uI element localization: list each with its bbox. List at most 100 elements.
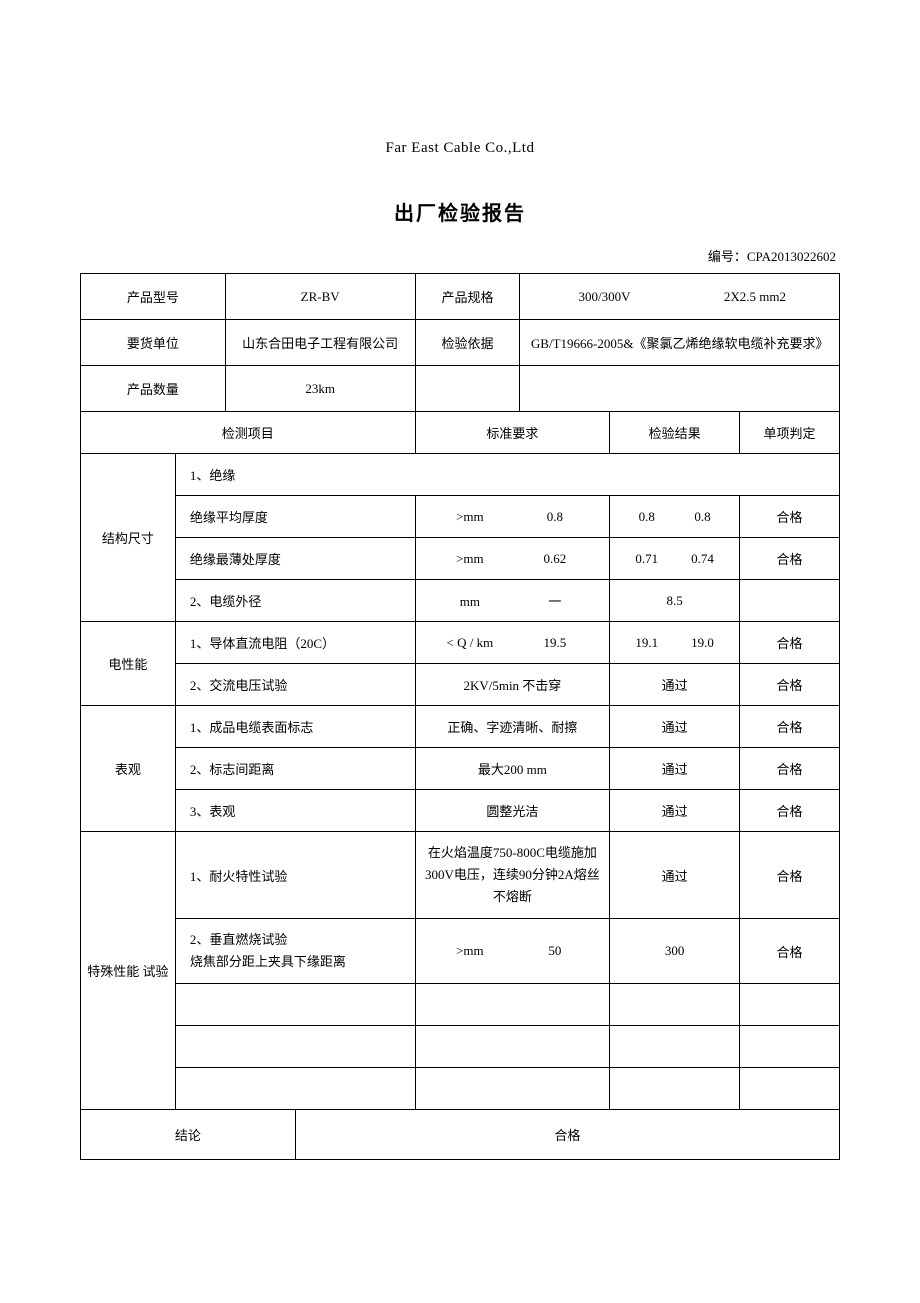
res-val: 0.8 — [620, 509, 673, 525]
res-val: 0.8 — [676, 509, 729, 525]
group-electrical: 电性能 — [81, 622, 176, 706]
item-label: 绝缘最薄处厚度 — [175, 538, 415, 580]
report-title: 出厂检验报告 — [80, 197, 840, 226]
spec-size: 2X2.5 mm2 — [681, 289, 828, 305]
table-row: 产品数量 23km — [81, 366, 840, 412]
result-cell: 8.5 — [610, 580, 740, 622]
empty-cell — [520, 366, 840, 412]
customer-value: 山东合田电子工程有限公司 — [225, 320, 415, 366]
result-cell: 通过 — [610, 664, 740, 706]
empty-cell — [415, 984, 610, 1026]
table-row: 2、电缆外径 mm 一 8.5 — [81, 580, 840, 622]
standard-cell: 在火焰温度750-800C电缆施加300V电压，连续90分钟2A熔丝不熔断 — [415, 832, 610, 919]
verdict-cell: 合格 — [740, 538, 840, 580]
std-val: 19.5 — [514, 635, 596, 651]
col-item: 检测项目 — [81, 412, 416, 454]
qty-value: 23km — [225, 366, 415, 412]
result-cell: 19.1 19.0 — [610, 622, 740, 664]
res-val: 19.1 — [620, 635, 673, 651]
std-unit: < Q / km — [429, 635, 511, 651]
standard-cell: 圆整光洁 — [415, 790, 610, 832]
group-structure: 结构尺寸 — [81, 454, 176, 622]
item-label: 1、耐火特性试验 — [175, 832, 415, 919]
item-label: 1、绝缘 — [175, 454, 839, 496]
item-label: 2、垂直燃烧试验 烧焦部分距上夹具下缘距离 — [175, 919, 415, 984]
item-label: 绝缘平均厚度 — [175, 496, 415, 538]
table-row: 2、交流电压试验 2KV/5min 不击穿 通过 合格 — [81, 664, 840, 706]
item-label: 2、交流电压试验 — [175, 664, 415, 706]
table-row: 结论 合格 — [81, 1110, 840, 1160]
conclusion-value: 合格 — [295, 1110, 839, 1160]
empty-cell — [415, 366, 520, 412]
table-row: 特殊性能 试验 1、耐火特性试验 在火焰温度750-800C电缆施加300V电压… — [81, 832, 840, 919]
standard-cell: 2KV/5min 不击穿 — [415, 664, 610, 706]
col-standard: 标准要求 — [415, 412, 610, 454]
result-cell: 通过 — [610, 706, 740, 748]
result-cell: 通过 — [610, 790, 740, 832]
std-unit: mm — [429, 594, 511, 610]
table-row: 绝缘最薄处厚度 >mm 0.62 0.71 0.74 合格 — [81, 538, 840, 580]
model-label: 产品型号 — [81, 274, 226, 320]
result-cell: 通过 — [610, 832, 740, 919]
basis-label: 检验依据 — [415, 320, 520, 366]
report-no-value: CPA2013022602 — [747, 249, 836, 264]
col-verdict: 单项判定 — [740, 412, 840, 454]
std-unit: >mm — [429, 509, 511, 525]
table-row: 绝缘平均厚度 >mm 0.8 0.8 0.8 合格 — [81, 496, 840, 538]
table-row: 检测项目 标准要求 检验结果 单项判定 — [81, 412, 840, 454]
standard-cell: mm 一 — [415, 580, 610, 622]
table-row — [81, 984, 840, 1026]
empty-cell — [610, 1026, 740, 1068]
verdict-cell: 合格 — [740, 706, 840, 748]
empty-cell — [740, 1026, 840, 1068]
result-cell: 300 — [610, 919, 740, 984]
table-row: 表观 1、成品电缆表面标志 正确、字迹清晰、耐擦 通过 合格 — [81, 706, 840, 748]
std-val: 50 — [514, 943, 596, 959]
report-no-label: 编号： — [708, 249, 747, 264]
item-label: 2、电缆外径 — [175, 580, 415, 622]
result-cell: 0.71 0.74 — [610, 538, 740, 580]
empty-cell — [175, 1068, 415, 1110]
res-val: 0.74 — [676, 551, 729, 567]
standard-cell: >mm 50 — [415, 919, 610, 984]
report-number: 编号：CPA2013022602 — [80, 246, 840, 265]
table-row: 电性能 1、导体直流电阻（20C） < Q / km 19.5 19.1 19.… — [81, 622, 840, 664]
conclusion-label: 结论 — [81, 1110, 296, 1160]
std-val: 0.62 — [514, 551, 596, 567]
verdict-cell — [740, 580, 840, 622]
std-val: 一 — [514, 591, 596, 610]
spec-label: 产品规格 — [415, 274, 520, 320]
std-unit: >mm — [429, 943, 511, 959]
standard-cell: 最大200 mm — [415, 748, 610, 790]
spec-value: 300/300V 2X2.5 mm2 — [520, 274, 840, 320]
empty-cell — [415, 1068, 610, 1110]
table-row — [81, 1068, 840, 1110]
standard-cell: >mm 0.62 — [415, 538, 610, 580]
customer-label: 要货单位 — [81, 320, 226, 366]
empty-cell — [175, 1026, 415, 1068]
table-row: 产品型号 ZR-BV 产品规格 300/300V 2X2.5 mm2 — [81, 274, 840, 320]
std-val: 0.8 — [514, 509, 596, 525]
table-row: 3、表观 圆整光洁 通过 合格 — [81, 790, 840, 832]
verdict-cell: 合格 — [740, 919, 840, 984]
std-unit: >mm — [429, 551, 511, 567]
empty-cell — [175, 984, 415, 1026]
result-cell: 通过 — [610, 748, 740, 790]
empty-cell — [740, 1068, 840, 1110]
table-row: 结构尺寸 1、绝缘 — [81, 454, 840, 496]
item-label: 3、表观 — [175, 790, 415, 832]
table-row: 2、标志间距离 最大200 mm 通过 合格 — [81, 748, 840, 790]
table-row: 要货单位 山东合田电子工程有限公司 检验依据 GB/T19666-2005&《聚… — [81, 320, 840, 366]
spec-voltage: 300/300V — [531, 289, 678, 305]
basis-value: GB/T19666-2005&《聚氯乙烯绝缘软电缆补充要求》 — [520, 320, 840, 366]
empty-cell — [415, 1026, 610, 1068]
item-label: 2、标志间距离 — [175, 748, 415, 790]
company-name: Far East Cable Co.,Ltd — [80, 140, 840, 157]
standard-cell: 正确、字迹清晰、耐擦 — [415, 706, 610, 748]
standard-cell: < Q / km 19.5 — [415, 622, 610, 664]
col-result: 检验结果 — [610, 412, 740, 454]
table-row: 2、垂直燃烧试验 烧焦部分距上夹具下缘距离 >mm 50 300 合格 — [81, 919, 840, 984]
verdict-cell: 合格 — [740, 790, 840, 832]
item-label: 1、成品电缆表面标志 — [175, 706, 415, 748]
verdict-cell: 合格 — [740, 622, 840, 664]
